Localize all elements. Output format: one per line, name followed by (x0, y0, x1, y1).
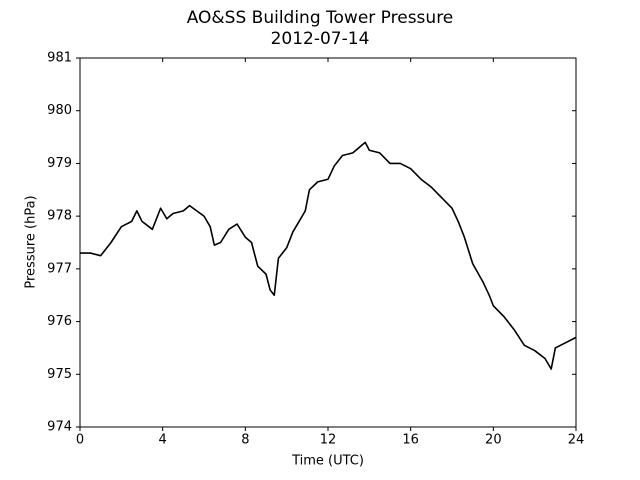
x-tick-label: 16 (402, 433, 419, 448)
y-tick-label: 975 (47, 367, 72, 382)
chart-subtitle: 2012-07-14 (271, 29, 370, 49)
x-tick-label: 0 (76, 433, 84, 448)
y-tick-label: 978 (47, 209, 72, 224)
y-tick-label: 974 (47, 420, 72, 435)
y-tick-label: 980 (47, 103, 72, 118)
x-tick-label: 4 (159, 433, 167, 448)
y-tick-label: 976 (47, 314, 72, 329)
data-line (80, 141, 577, 370)
x-axis-label: Time (UTC) (291, 454, 364, 469)
y-tick-label: 977 (47, 261, 72, 276)
x-tick-label: 24 (568, 433, 585, 448)
y-tick-label: 981 (47, 51, 72, 66)
y-tick-label: 979 (47, 156, 72, 171)
y-axis-label: Pressure (hPa) (24, 195, 39, 288)
x-tick-label: 12 (320, 433, 337, 448)
chart-title: AO&SS Building Tower Pressure (187, 8, 454, 28)
x-tick-label: 8 (241, 433, 249, 448)
plot-frame (79, 57, 577, 428)
x-tick-label: 20 (485, 433, 502, 448)
